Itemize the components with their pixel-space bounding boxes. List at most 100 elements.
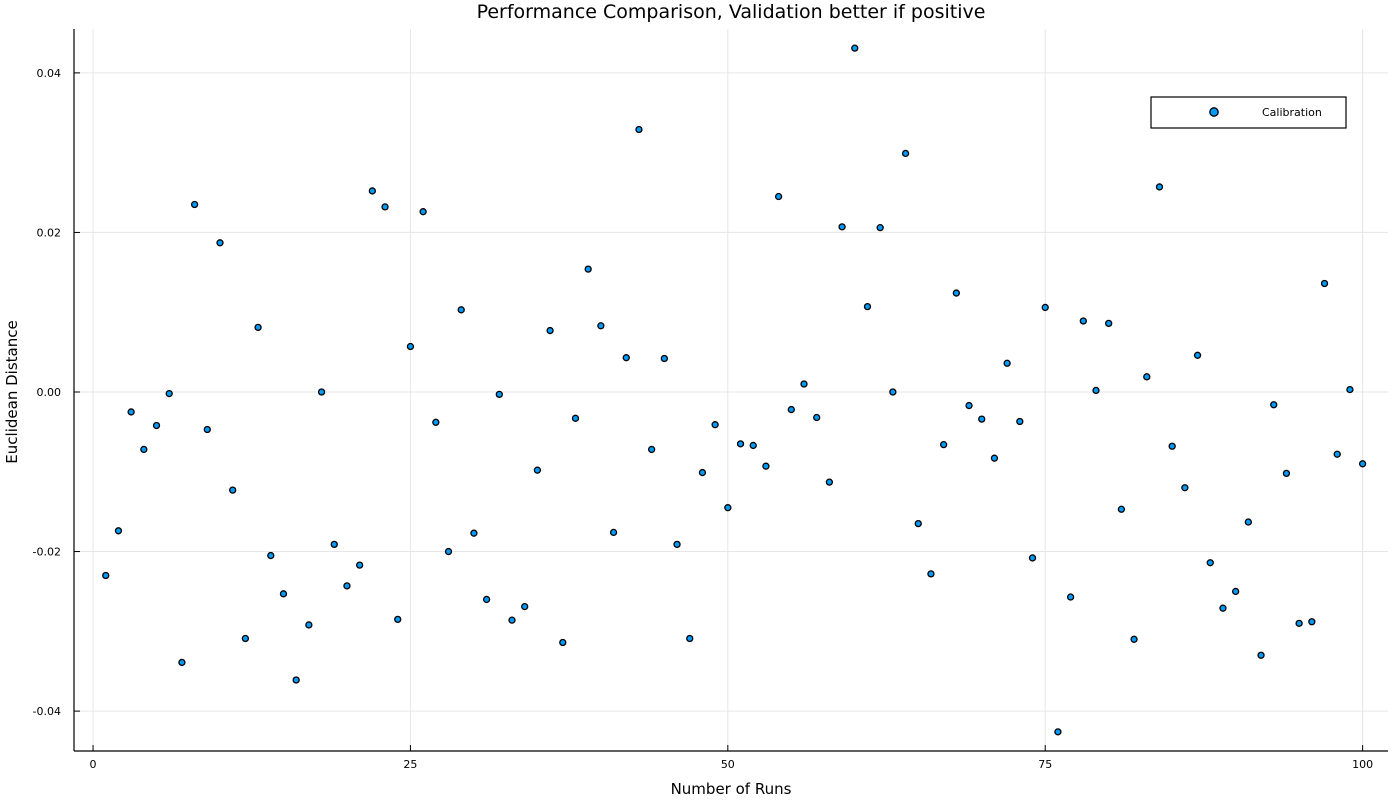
y-tick-label-0.02: 0.02 — [37, 226, 62, 239]
data-point-34 — [521, 602, 529, 611]
legend-label: Calibration — [1262, 106, 1322, 119]
data-point-86 — [1181, 484, 1189, 492]
data-point-49 — [711, 421, 719, 429]
x-tick-label-75: 75 — [1038, 758, 1052, 771]
data-point-92 — [1257, 651, 1265, 659]
legend-marker — [1209, 107, 1219, 117]
data-point-59 — [838, 223, 846, 231]
data-point-88 — [1206, 559, 1214, 567]
data-point-68 — [952, 289, 960, 297]
data-point-9 — [203, 425, 211, 434]
data-point-83 — [1143, 373, 1151, 381]
data-point-57 — [813, 413, 821, 422]
data-point-33 — [508, 616, 516, 624]
data-point-1 — [102, 571, 110, 580]
data-point-85 — [1168, 442, 1176, 450]
data-point-6 — [165, 389, 173, 398]
data-point-96 — [1308, 618, 1316, 626]
data-point-51 — [736, 440, 745, 448]
data-point-22 — [368, 187, 376, 195]
data-point-75 — [1041, 303, 1049, 312]
x-axis-label: Number of Runs — [671, 780, 792, 798]
data-point-73 — [1016, 417, 1024, 426]
data-point-70 — [978, 415, 986, 423]
data-point-8 — [190, 200, 199, 209]
data-point-47 — [686, 634, 694, 643]
data-point-90 — [1232, 587, 1240, 596]
data-point-32 — [495, 390, 503, 399]
y-tick-label--0.02: -0.02 — [33, 546, 61, 559]
data-point-53 — [762, 462, 770, 470]
data-point-19 — [330, 540, 338, 549]
data-point-50 — [724, 504, 732, 512]
data-point-99 — [1346, 385, 1354, 394]
y-tick-label-0.04: 0.04 — [37, 67, 62, 80]
data-point-58 — [825, 478, 834, 486]
data-point-12 — [241, 634, 250, 643]
x-tick-label-0: 0 — [90, 758, 97, 771]
data-point-52 — [749, 441, 757, 450]
data-point-3 — [127, 408, 135, 416]
data-point-39 — [584, 265, 592, 273]
data-point-80 — [1105, 319, 1113, 328]
data-point-61 — [863, 302, 872, 311]
data-point-30 — [470, 529, 478, 537]
data-point-65 — [914, 519, 922, 528]
data-point-76 — [1054, 728, 1062, 736]
data-point-46 — [673, 540, 681, 549]
data-point-27 — [432, 418, 440, 426]
data-point-15 — [279, 590, 288, 598]
data-point-89 — [1219, 604, 1227, 612]
data-point-97 — [1320, 279, 1329, 288]
data-point-38 — [571, 414, 580, 422]
data-point-94 — [1282, 469, 1291, 478]
data-point-56 — [800, 380, 808, 388]
data-point-20 — [343, 582, 351, 590]
data-point-42 — [622, 354, 630, 362]
data-point-77 — [1066, 593, 1075, 601]
data-point-87 — [1193, 351, 1202, 359]
data-point-62 — [876, 223, 884, 232]
data-point-41 — [609, 528, 618, 537]
data-point-64 — [901, 149, 910, 158]
data-point-17 — [305, 621, 313, 629]
grid-lines — [74, 29, 1388, 751]
data-point-16 — [292, 676, 300, 684]
y-axis-label: Euclidean Distance — [3, 320, 21, 463]
data-point-45 — [660, 354, 668, 363]
data-point-44 — [648, 445, 656, 454]
axes — [73, 29, 1388, 752]
data-point-18 — [317, 388, 326, 396]
y-tick-label-0.00: 0.00 — [37, 386, 62, 399]
data-point-48 — [698, 468, 707, 477]
data-point-37 — [559, 638, 567, 647]
data-point-25 — [406, 342, 415, 351]
data-point-78 — [1079, 317, 1087, 325]
data-point-5 — [152, 421, 161, 430]
legend: Calibration — [1150, 96, 1347, 129]
data-point-28 — [444, 547, 453, 556]
x-tick-label-25: 25 — [403, 758, 417, 771]
data-points — [102, 44, 1367, 736]
data-point-31 — [482, 595, 491, 604]
data-point-21 — [356, 561, 364, 569]
data-point-72 — [1003, 359, 1011, 367]
data-point-36 — [546, 326, 554, 335]
x-tick-label-100: 100 — [1352, 758, 1373, 771]
data-point-10 — [216, 239, 224, 247]
data-point-81 — [1117, 505, 1126, 513]
data-point-55 — [787, 405, 795, 414]
data-point-35 — [533, 466, 542, 474]
chart-title: Performance Comparison, Validation bette… — [477, 1, 986, 23]
data-point-40 — [597, 322, 605, 330]
data-point-24 — [394, 615, 402, 624]
data-point-26 — [419, 208, 427, 216]
data-point-23 — [381, 203, 389, 211]
data-point-93 — [1270, 401, 1278, 409]
data-point-71 — [990, 454, 999, 462]
data-point-11 — [229, 486, 237, 494]
data-point-74 — [1028, 554, 1037, 562]
data-point-66 — [927, 570, 935, 578]
data-point-7 — [178, 658, 186, 667]
